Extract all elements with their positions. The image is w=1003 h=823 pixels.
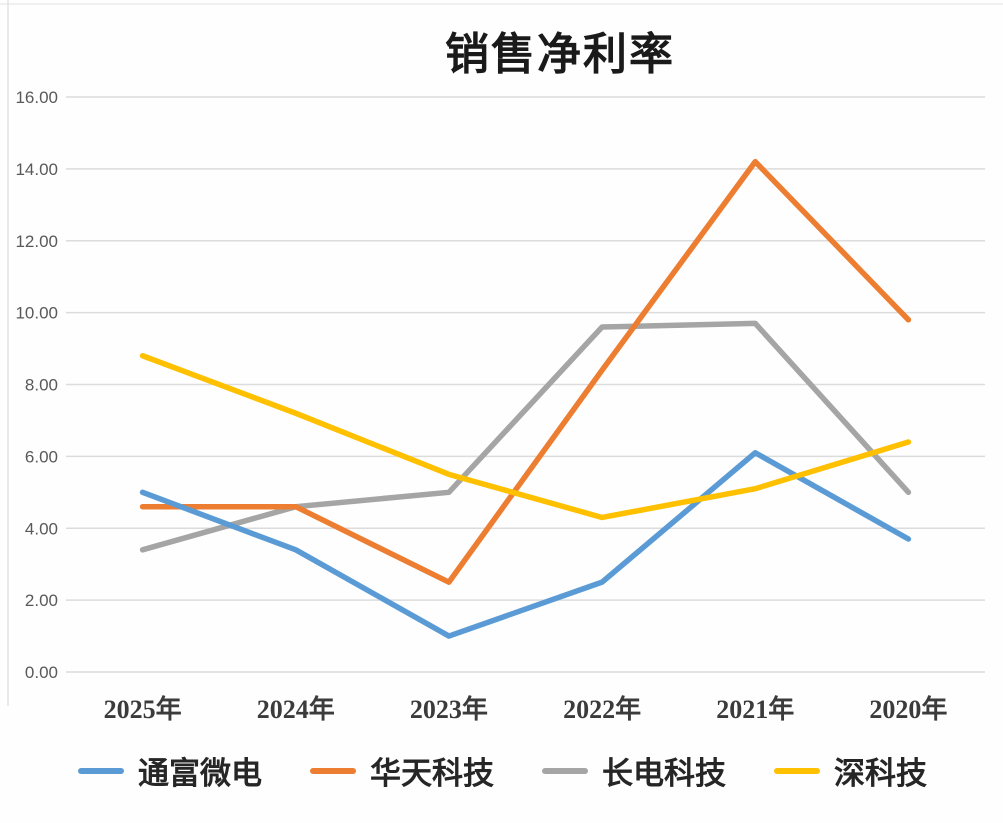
chart-title: 销售净利率 <box>445 30 675 79</box>
series-line-长电科技[interactable] <box>139 320 912 553</box>
legend-label: 通富微电 <box>138 756 262 791</box>
legend-swatch-icon <box>310 767 356 774</box>
series-line-华天科技[interactable] <box>139 158 912 585</box>
legend-swatch-icon <box>542 767 588 774</box>
legend-item-华天科技[interactable]: 华天科技 <box>310 748 494 793</box>
legend-item-长电科技[interactable]: 长电科技 <box>542 748 726 793</box>
y-axis-tick-label: 4.00 <box>25 519 58 538</box>
legend-label: 华天科技 <box>370 756 494 791</box>
y-axis-tick-label: 16.00 <box>15 88 58 107</box>
x-axis-tick-label: 2021年 <box>716 694 794 724</box>
x-axis-tick-label: 2023年 <box>410 694 488 724</box>
legend-item-深科技[interactable]: 深科技 <box>774 748 927 793</box>
legend-swatch-icon <box>78 767 124 774</box>
y-axis-tick-label: 6.00 <box>25 447 58 466</box>
y-axis-tick-label: 12.00 <box>15 232 58 251</box>
series-line-通富微电[interactable] <box>139 450 912 639</box>
series-line-深科技[interactable] <box>139 353 912 521</box>
x-axis-tick-label: 2020年 <box>869 694 947 724</box>
legend-label: 深科技 <box>834 756 927 791</box>
y-axis-tick-label: 14.00 <box>15 160 58 179</box>
x-axis-tick-label: 2025年 <box>104 694 182 724</box>
legend-label: 长电科技 <box>602 756 726 791</box>
x-axis-tick-label: 2024年 <box>257 694 335 724</box>
plot-area: 0.00 2.00 4.00 6.00 8.00 10.00 12.00 14.00 16.00… <box>0 0 1003 724</box>
legend-swatch-icon <box>774 767 820 774</box>
chart-legend: 通富微电 华天科技 长电科技 深科技 <box>78 748 993 793</box>
y-axis-tick-label: 0.00 <box>25 663 58 682</box>
y-axis-tick-label: 2.00 <box>25 591 58 610</box>
x-axis-tick-label: 2022年 <box>563 694 641 724</box>
y-axis-tick-label: 10.00 <box>15 304 58 323</box>
y-axis-tick-label: 8.00 <box>25 376 58 395</box>
legend-item-通富微电[interactable]: 通富微电 <box>78 748 262 793</box>
